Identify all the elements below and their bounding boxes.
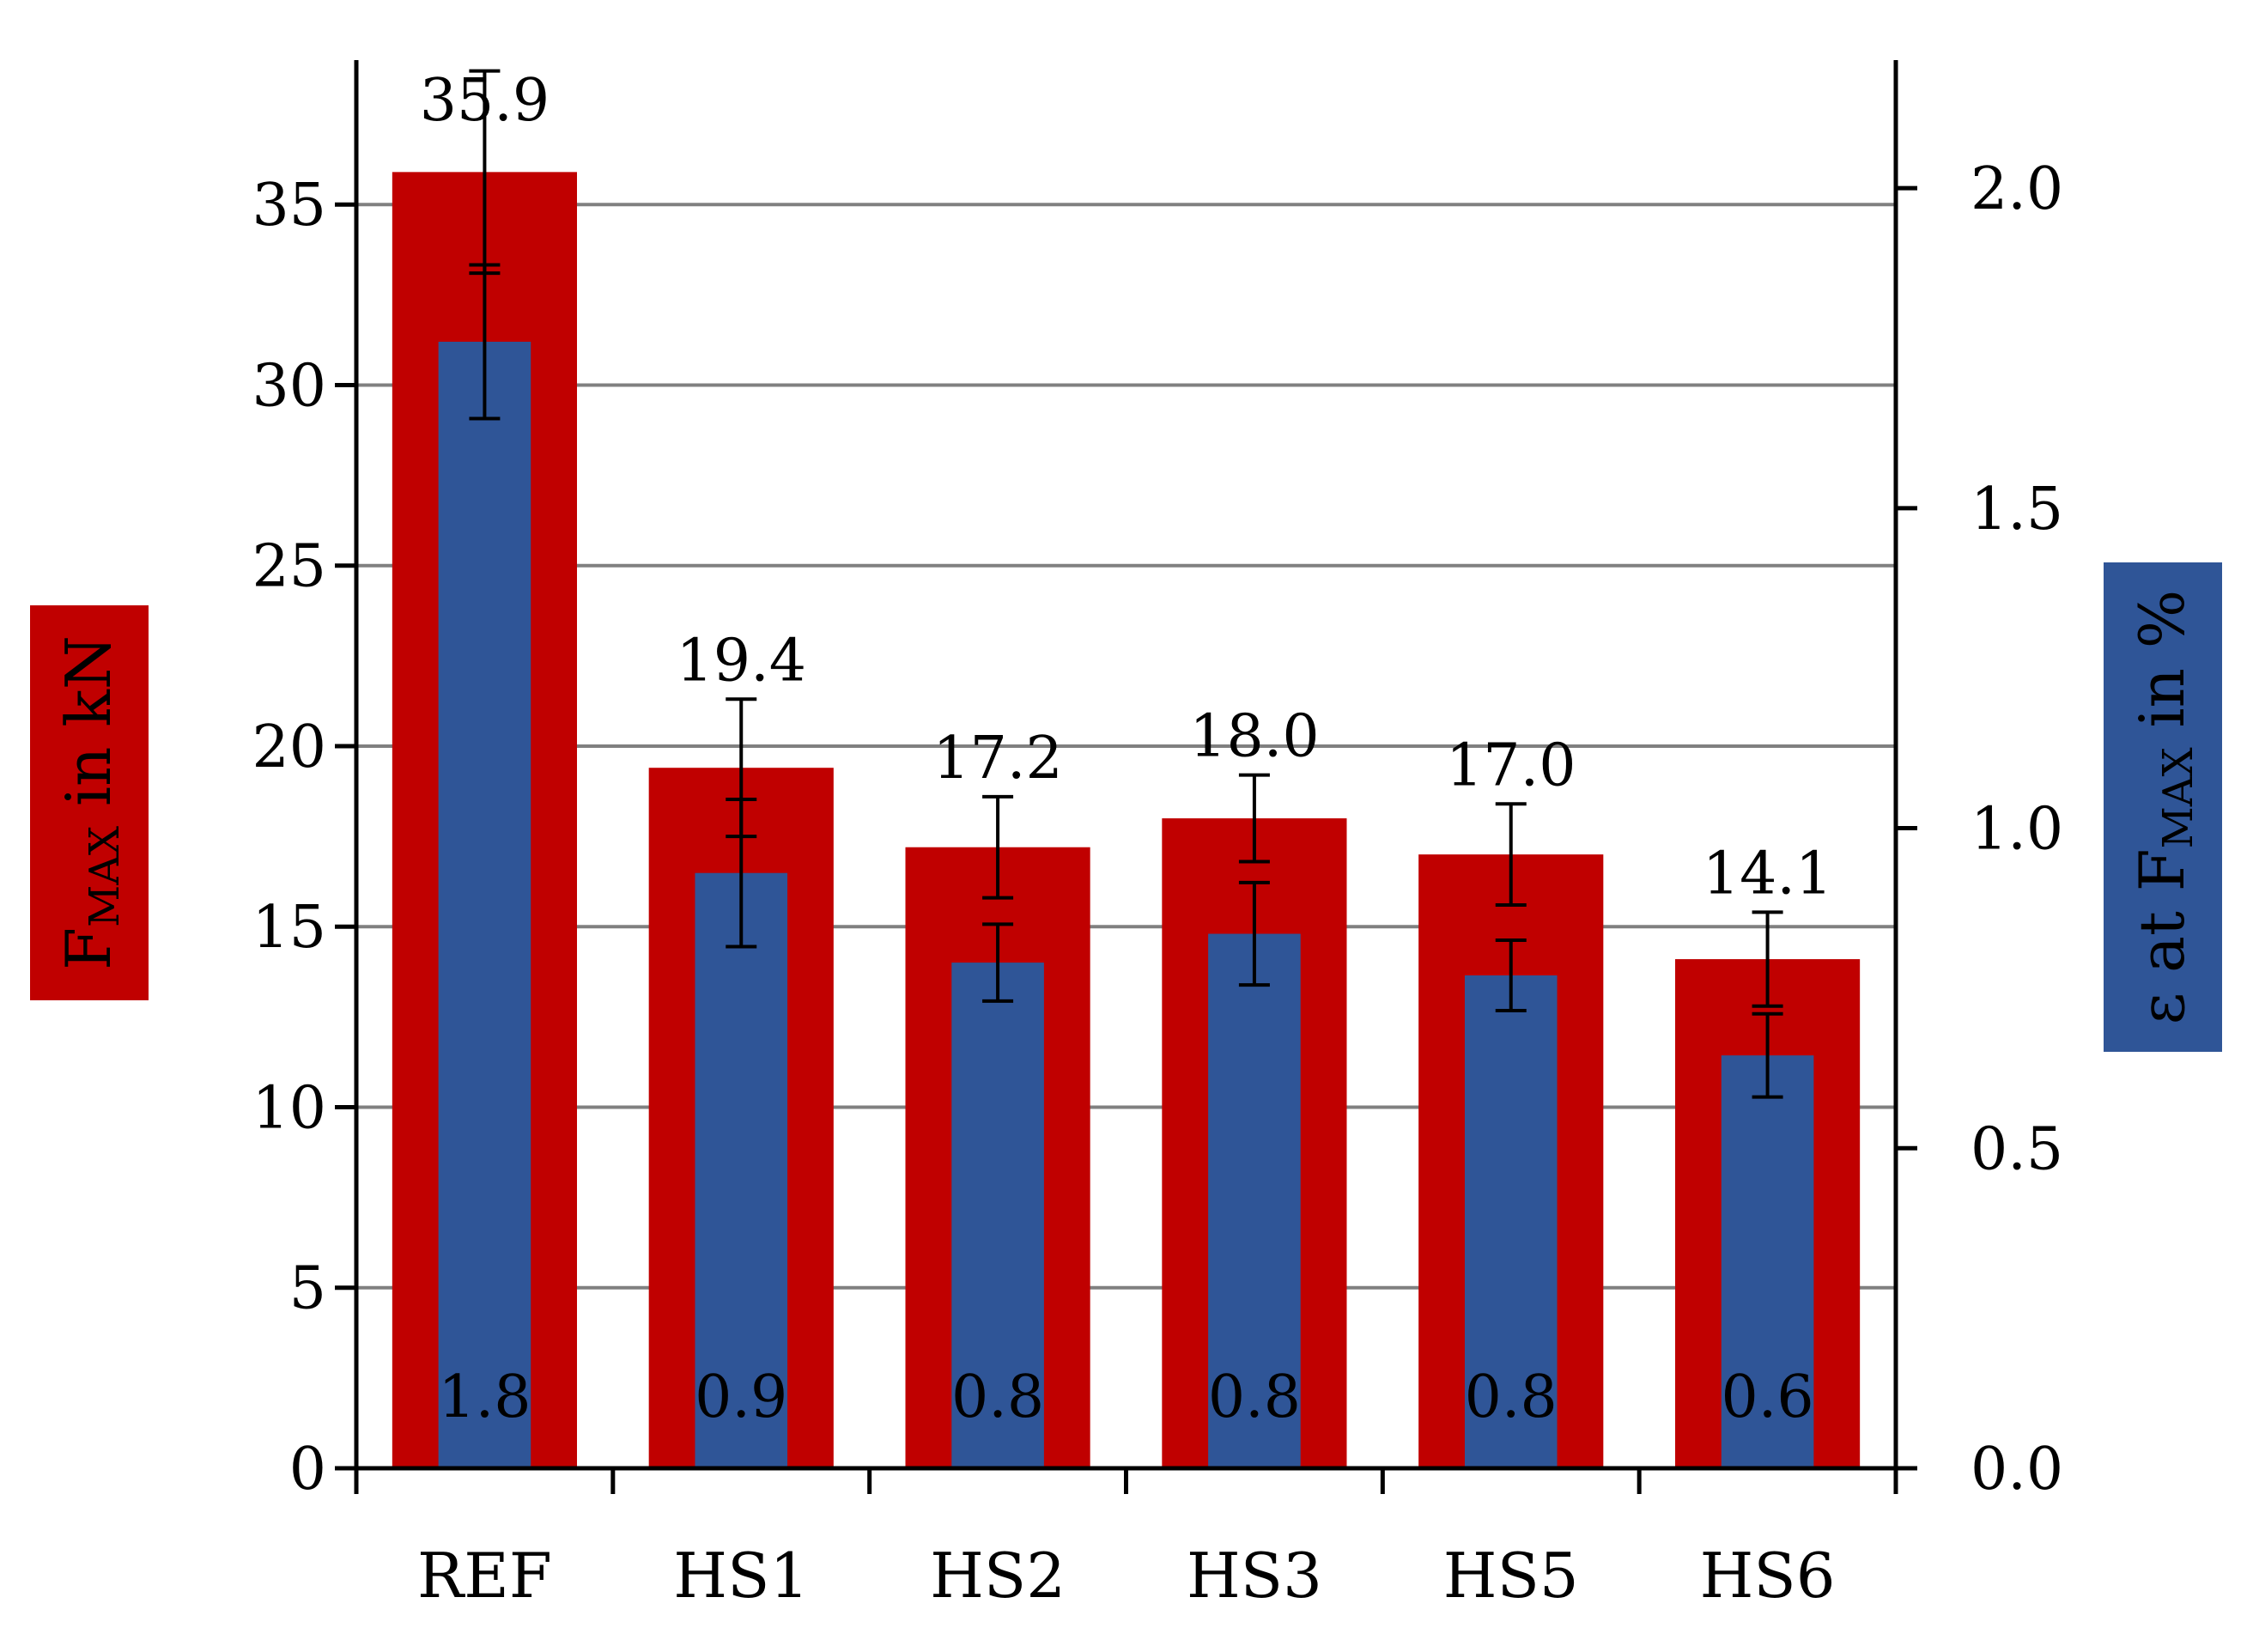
y-right-title-rest: in % bbox=[2126, 590, 2198, 748]
bar-strain-hs3 bbox=[1208, 933, 1301, 1468]
y-left-tick-label: 0 bbox=[289, 1436, 326, 1503]
y-left-tick-label: 30 bbox=[252, 352, 326, 420]
x-tick-label: HS6 bbox=[1700, 1540, 1836, 1612]
data-label-strain: 0.8 bbox=[1208, 1364, 1301, 1431]
y-left-tick-label: 15 bbox=[252, 894, 326, 962]
y-right-title-sub: MAX bbox=[2154, 747, 2202, 848]
x-tick-label: HS3 bbox=[1187, 1540, 1322, 1612]
y-left-title: FMAX in kN bbox=[52, 635, 129, 970]
gridlines bbox=[356, 203, 1896, 1290]
y-right-title: ε at FMAX in % bbox=[2126, 590, 2202, 1024]
x-tick-label: HS2 bbox=[930, 1540, 1066, 1612]
text-labels: 35.9 1.8 REF 19.4 0.9 HS1 17.2 0.8 HS2 18.0 0.8 HS3… bbox=[30, 67, 2222, 1612]
y-left-title-rest: in kN bbox=[52, 635, 124, 826]
bars bbox=[392, 172, 1861, 1468]
y-right-tick-label: 1.5 bbox=[1971, 476, 2063, 544]
y-left-title-box bbox=[30, 605, 149, 1000]
data-label-strain: 0.8 bbox=[951, 1364, 1044, 1431]
bar-strain-hs1 bbox=[695, 872, 788, 1468]
y-right-tick-label: 1.0 bbox=[1971, 796, 2063, 864]
y-right-title-box bbox=[2104, 562, 2222, 1052]
data-label-fmax: 35.9 bbox=[420, 67, 550, 135]
data-label-strain: 0.8 bbox=[1465, 1364, 1558, 1431]
y-right-tick-label: 0.5 bbox=[1971, 1115, 2063, 1183]
data-label-strain: 0.9 bbox=[695, 1364, 787, 1431]
y-right-tick-label: 0.0 bbox=[1971, 1436, 2063, 1503]
bar-strain-hs2 bbox=[951, 963, 1044, 1468]
x-tick-label: HS5 bbox=[1443, 1540, 1579, 1612]
bar-strain-hs6 bbox=[1721, 1055, 1814, 1468]
x-tick-label: HS1 bbox=[673, 1540, 809, 1612]
data-label-fmax: 18.0 bbox=[1189, 703, 1319, 771]
y-left-tick-label: 25 bbox=[252, 533, 326, 601]
y-left-tick-label: 20 bbox=[252, 714, 326, 781]
data-label-fmax: 17.0 bbox=[1446, 732, 1576, 799]
axes bbox=[335, 60, 1917, 1494]
y-left-title-sub: MAX bbox=[81, 826, 129, 927]
y-left-title-main: F bbox=[52, 927, 124, 970]
data-label-strain: 1.8 bbox=[438, 1364, 531, 1431]
y-right-tick-label: 2.0 bbox=[1971, 155, 2063, 223]
y-left-tick-label: 10 bbox=[252, 1074, 326, 1142]
data-label-strain: 0.6 bbox=[1722, 1364, 1814, 1431]
error-bars bbox=[469, 69, 1783, 1099]
data-label-fmax: 17.2 bbox=[932, 725, 1062, 793]
bar-strain-hs5 bbox=[1464, 975, 1558, 1468]
data-label-fmax: 14.1 bbox=[1703, 840, 1832, 908]
x-tick-label: REF bbox=[417, 1540, 552, 1612]
y-right-title-main: ε at F bbox=[2126, 848, 2198, 1024]
bar-strain-ref bbox=[438, 342, 531, 1468]
y-left-tick-label: 35 bbox=[252, 172, 326, 240]
data-label-fmax: 19.4 bbox=[677, 627, 806, 695]
y-left-tick-label: 5 bbox=[289, 1255, 326, 1323]
